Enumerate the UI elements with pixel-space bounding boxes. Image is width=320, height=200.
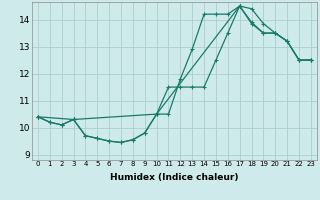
X-axis label: Humidex (Indice chaleur): Humidex (Indice chaleur): [110, 173, 239, 182]
